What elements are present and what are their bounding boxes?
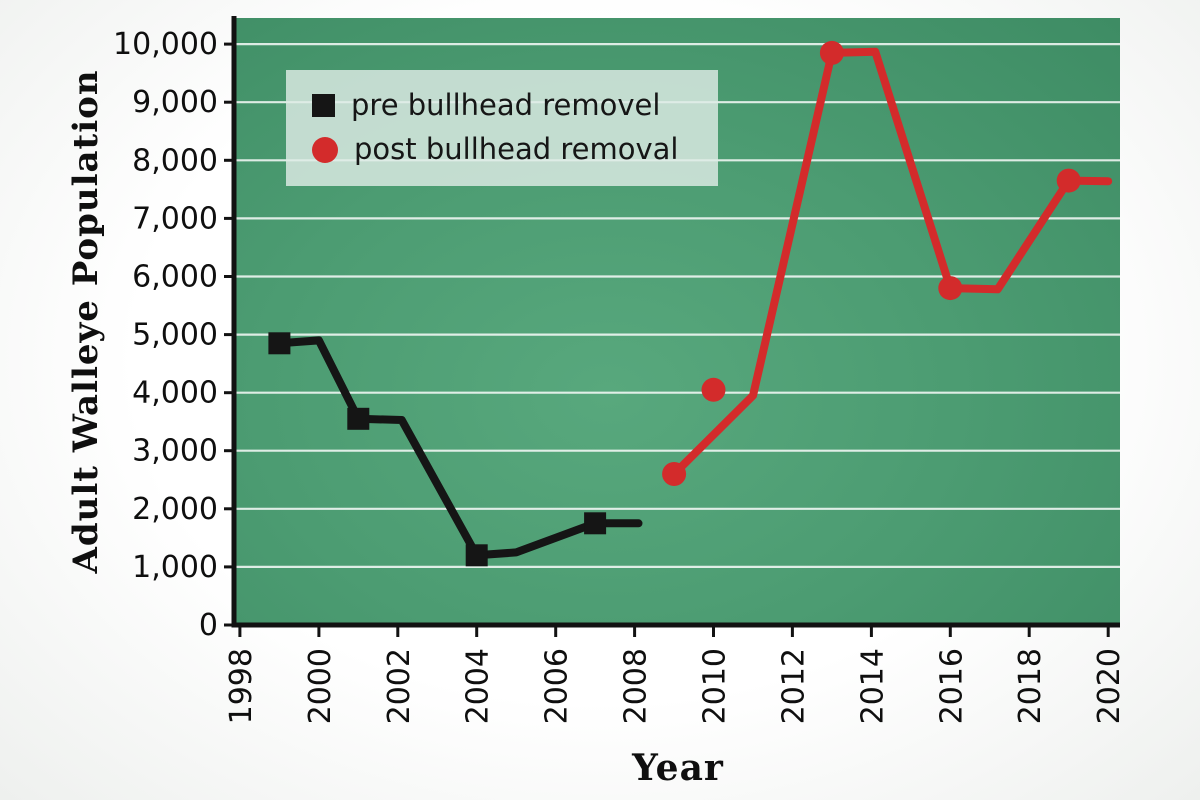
square-marker [584,512,607,535]
square-marker [465,544,488,567]
circle-marker [819,40,844,65]
x-tick-label: 2006 [540,648,575,724]
square-marker [347,407,370,430]
circle-marker [701,377,726,402]
x-tick-label: 2020 [1092,648,1127,724]
legend-circle-marker [312,136,338,163]
circle-marker [938,276,963,301]
square-marker [268,332,291,355]
x-tick-label: 2014 [855,648,890,724]
y-tick-label: 5,000 [132,318,218,353]
x-tick-label: 1998 [224,648,259,724]
circle-marker [662,462,687,486]
y-tick-label: 7,000 [132,201,218,236]
y-tick-label: 6,000 [132,260,218,295]
y-tick-label: 2,000 [132,492,218,527]
series-line-post [670,47,1113,478]
y-tick-label: 4,000 [132,376,218,411]
x-axis-title: Year [631,747,724,789]
y-axis-title: Adult Walleye Population [66,69,106,574]
x-tick-label: 2002 [382,648,417,724]
y-tick-label: 10,000 [113,27,218,62]
y-tick-label: 9,000 [132,85,218,120]
circle-marker [1056,168,1081,193]
legend-item-pre: pre bullhead removel [312,88,692,122]
x-tick-label: 2004 [461,648,496,724]
x-tick-label: 2010 [698,648,733,724]
legend-label-post: post bullhead removal [354,131,679,166]
x-tick-label: 2018 [1013,648,1048,724]
y-tick-label: 3,000 [132,434,218,469]
x-tick-label: 2008 [619,648,654,724]
chart-legend: pre bullhead removel post bullhead remov… [286,70,718,186]
series-line-pre [275,336,643,560]
x-tick-label: 2000 [303,648,338,724]
y-tick-label: 0 [199,608,218,643]
y-tick-label: 1,000 [132,550,218,585]
legend-item-post: post bullhead removal [312,131,692,166]
x-tick-label: 2012 [776,648,811,724]
x-tick-label: 2016 [934,648,969,724]
legend-square-marker [312,94,335,118]
legend-label-pre: pre bullhead removel [351,88,661,122]
y-tick-label: 8,000 [132,143,218,178]
